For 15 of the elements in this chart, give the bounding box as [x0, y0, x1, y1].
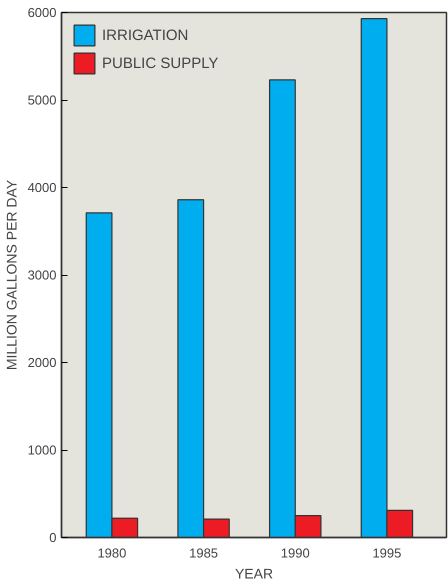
x-tick-label: 1985	[189, 546, 218, 560]
x-tick-label: 1990	[280, 546, 310, 560]
y-tick-label: 5000	[28, 92, 56, 108]
x-tick-label: 1995	[372, 546, 402, 560]
legend-label: PUBLIC SUPPLY	[102, 54, 218, 72]
x-axis-title: YEAR	[234, 566, 274, 582]
y-tick-label: 3000	[28, 268, 56, 282]
y-tick-label: 4000	[28, 180, 56, 195]
y-tick-label: 6000	[28, 5, 56, 20]
y-axis-title: MILLION GALLONS PER DAY	[4, 179, 20, 370]
x-tick-label: 1980	[97, 546, 126, 560]
y-tick-label: 2000	[28, 355, 56, 370]
y-tick-label: 1000	[28, 442, 56, 458]
legend-label: IRRIGATION	[102, 26, 188, 44]
y-tick-label: 0	[49, 530, 57, 545]
